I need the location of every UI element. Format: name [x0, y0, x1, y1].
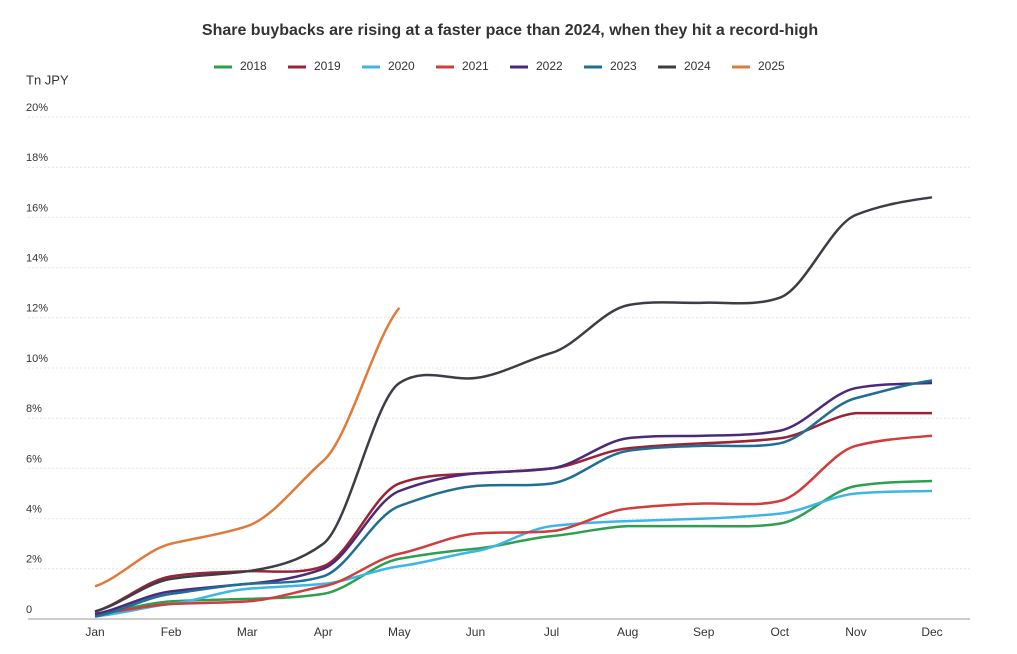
y-tick-label: 2% — [26, 554, 42, 566]
legend-label: 2024 — [684, 59, 711, 73]
y-tick-label: 4% — [26, 504, 42, 516]
legend-label: 2020 — [388, 59, 415, 73]
y-tick-label: 8% — [26, 403, 42, 415]
series-line — [94, 306, 401, 588]
x-tick-label: Oct — [770, 625, 789, 639]
x-tick-label: Jul — [544, 625, 559, 639]
x-tick-label: Feb — [161, 625, 182, 639]
x-tick-label: Mar — [237, 625, 258, 639]
x-tick-label: Jan — [85, 625, 104, 639]
legend-label: 2022 — [536, 59, 563, 73]
y-tick-label: 6% — [26, 453, 42, 465]
legend-label: 2025 — [758, 59, 785, 73]
legend-label: 2019 — [314, 59, 341, 73]
x-tick-label: Sep — [693, 625, 715, 639]
legend-label: 2021 — [462, 59, 489, 73]
x-tick-label: Dec — [921, 625, 942, 639]
series-line — [94, 379, 933, 618]
chart-title: Share buybacks are rising at a faster pa… — [202, 22, 818, 39]
series-line — [94, 479, 933, 616]
y-tick-label: 10% — [26, 353, 48, 365]
y-tick-label: 0 — [26, 604, 32, 616]
series-line — [94, 489, 933, 618]
y-tick-label: 18% — [26, 152, 48, 164]
y-tick-label: 14% — [26, 253, 48, 265]
x-tick-label: Aug — [617, 625, 638, 639]
x-tick-label: Nov — [845, 625, 866, 639]
legend-label: 2018 — [240, 59, 267, 73]
series-line — [94, 434, 933, 616]
y-tick-label: 20% — [26, 102, 48, 114]
legend-label: 2023 — [610, 59, 637, 73]
y-axis-label: Tn JPY — [26, 72, 69, 87]
x-tick-label: May — [388, 625, 411, 639]
series-line — [94, 196, 933, 613]
y-tick-label: 16% — [26, 202, 48, 214]
series-line — [94, 381, 933, 616]
y-tick-label: 12% — [26, 303, 48, 315]
x-tick-label: Jun — [466, 625, 485, 639]
x-tick-label: Apr — [314, 625, 333, 639]
